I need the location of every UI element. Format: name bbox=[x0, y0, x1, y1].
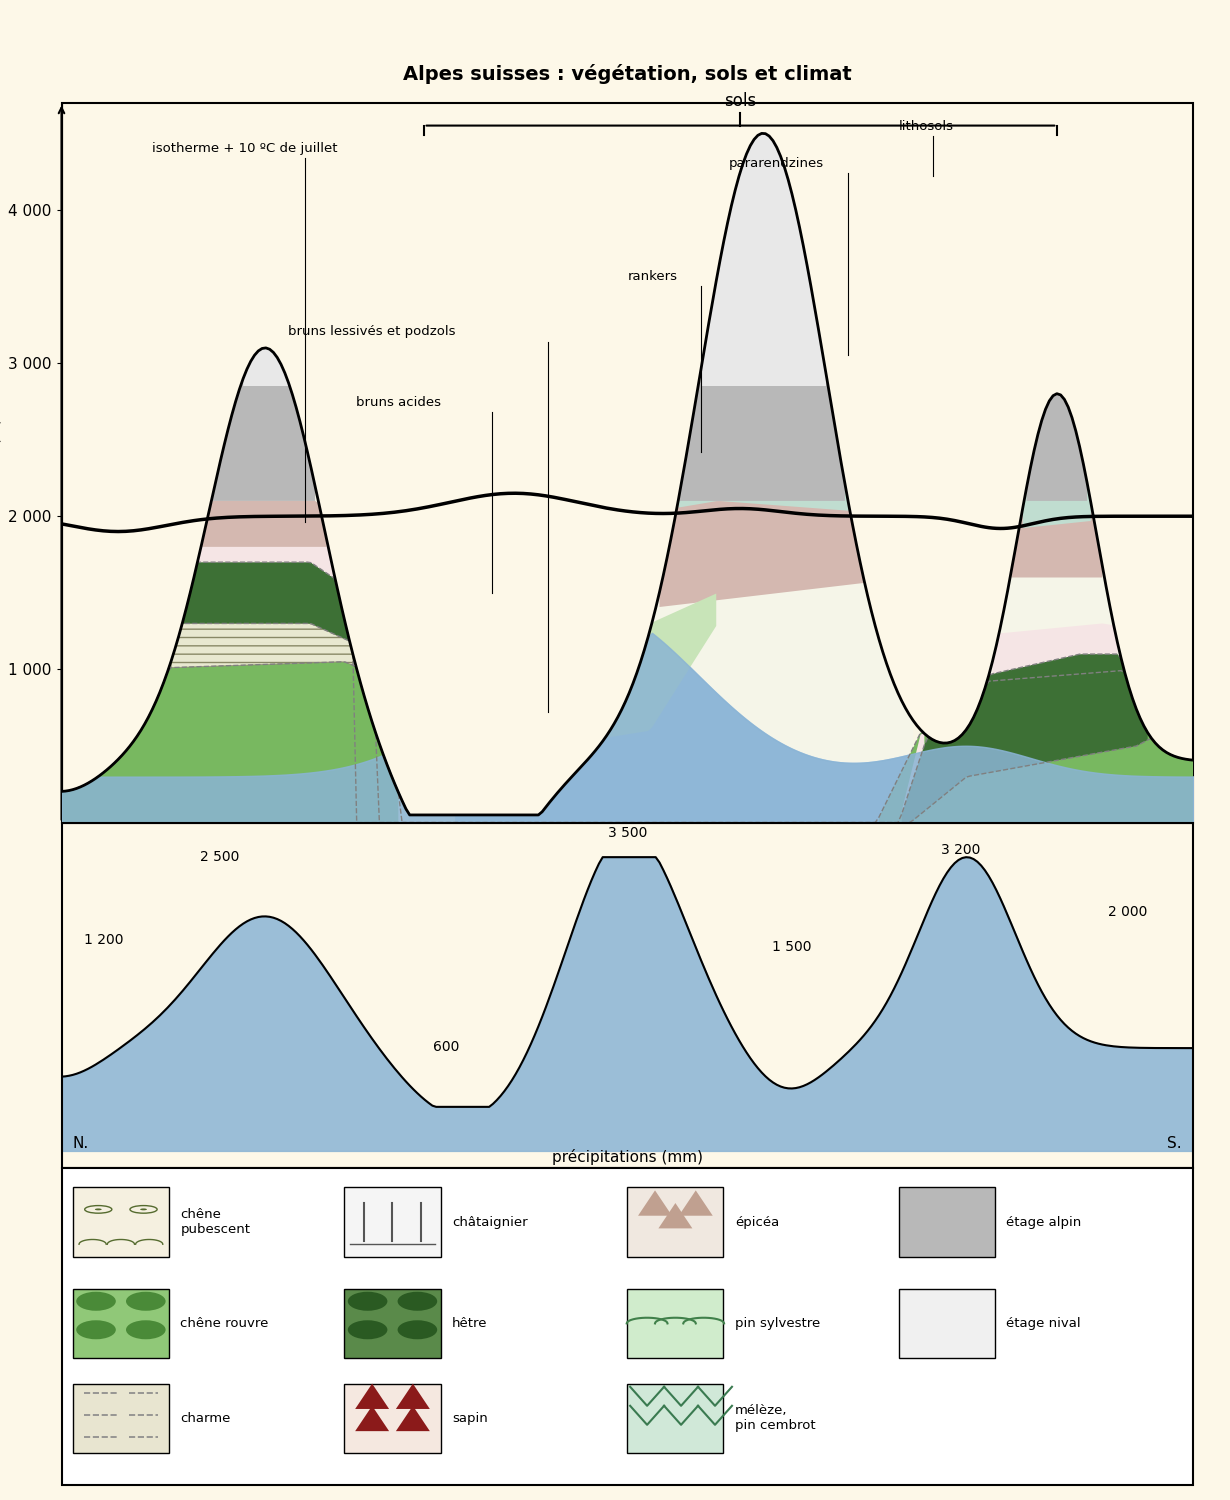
Y-axis label: altitude (m): altitude (m) bbox=[0, 417, 1, 507]
Bar bbox=[344, 1186, 440, 1257]
Text: chêne rouvre: chêne rouvre bbox=[181, 1317, 268, 1330]
Text: sapin: sapin bbox=[451, 1412, 487, 1425]
Ellipse shape bbox=[125, 1292, 166, 1311]
Polygon shape bbox=[355, 1383, 389, 1408]
Text: 3 200: 3 200 bbox=[941, 843, 980, 856]
Text: épicéa: épicéa bbox=[734, 1215, 779, 1228]
Text: 3 500: 3 500 bbox=[608, 827, 647, 840]
Text: isotherme + 10 ºC de juillet: isotherme + 10 ºC de juillet bbox=[153, 141, 337, 154]
Text: pin sylvestre: pin sylvestre bbox=[734, 1317, 820, 1330]
Bar bbox=[73, 1186, 169, 1257]
Text: étage nival: étage nival bbox=[1006, 1317, 1081, 1330]
Bar bbox=[73, 1288, 169, 1359]
Polygon shape bbox=[355, 1406, 389, 1431]
Text: rankers: rankers bbox=[627, 270, 678, 284]
Text: bruns lessivés et podzols: bruns lessivés et podzols bbox=[288, 326, 455, 339]
Bar bbox=[627, 1186, 723, 1257]
Text: 600: 600 bbox=[433, 1041, 460, 1054]
Text: Alpes suisses : végétation, sols et climat: Alpes suisses : végétation, sols et clim… bbox=[403, 64, 851, 84]
Text: S.: S. bbox=[1167, 1136, 1182, 1150]
Text: N.: N. bbox=[73, 1136, 89, 1150]
Polygon shape bbox=[638, 1191, 672, 1215]
Ellipse shape bbox=[397, 1320, 437, 1340]
Bar bbox=[627, 1383, 723, 1454]
Text: bruns acides: bruns acides bbox=[355, 396, 440, 410]
Circle shape bbox=[140, 1209, 146, 1210]
Text: 1 200: 1 200 bbox=[84, 933, 124, 946]
Ellipse shape bbox=[125, 1320, 166, 1340]
Text: hêtre: hêtre bbox=[451, 1317, 487, 1330]
Text: charme: charme bbox=[181, 1412, 231, 1425]
Polygon shape bbox=[679, 1191, 712, 1215]
Ellipse shape bbox=[348, 1292, 387, 1311]
Bar bbox=[73, 1383, 169, 1454]
Text: lithosols: lithosols bbox=[899, 120, 954, 134]
Text: 2 500: 2 500 bbox=[200, 850, 240, 864]
Polygon shape bbox=[658, 1203, 692, 1228]
Ellipse shape bbox=[76, 1292, 116, 1311]
Bar bbox=[344, 1383, 440, 1454]
Ellipse shape bbox=[397, 1292, 437, 1311]
Circle shape bbox=[95, 1209, 102, 1210]
Text: sols: sols bbox=[724, 93, 756, 111]
Text: précipitations (mm): précipitations (mm) bbox=[552, 1149, 702, 1164]
Text: châtaignier: châtaignier bbox=[451, 1215, 528, 1228]
Text: 2 000: 2 000 bbox=[1108, 906, 1148, 920]
Text: étage alpin: étage alpin bbox=[1006, 1215, 1081, 1228]
Bar bbox=[899, 1288, 995, 1359]
Bar bbox=[627, 1288, 723, 1359]
Polygon shape bbox=[396, 1383, 429, 1408]
Bar bbox=[344, 1288, 440, 1359]
Text: pararendzines: pararendzines bbox=[729, 158, 824, 170]
Polygon shape bbox=[396, 1406, 429, 1431]
Bar bbox=[62, 102, 1193, 822]
Ellipse shape bbox=[348, 1320, 387, 1340]
Text: mélèze,
pin cembrot: mélèze, pin cembrot bbox=[734, 1404, 815, 1432]
Bar bbox=[899, 1186, 995, 1257]
Ellipse shape bbox=[76, 1320, 116, 1340]
Text: 1 500: 1 500 bbox=[771, 940, 811, 954]
Text: chêne
pubescent: chêne pubescent bbox=[181, 1208, 251, 1236]
